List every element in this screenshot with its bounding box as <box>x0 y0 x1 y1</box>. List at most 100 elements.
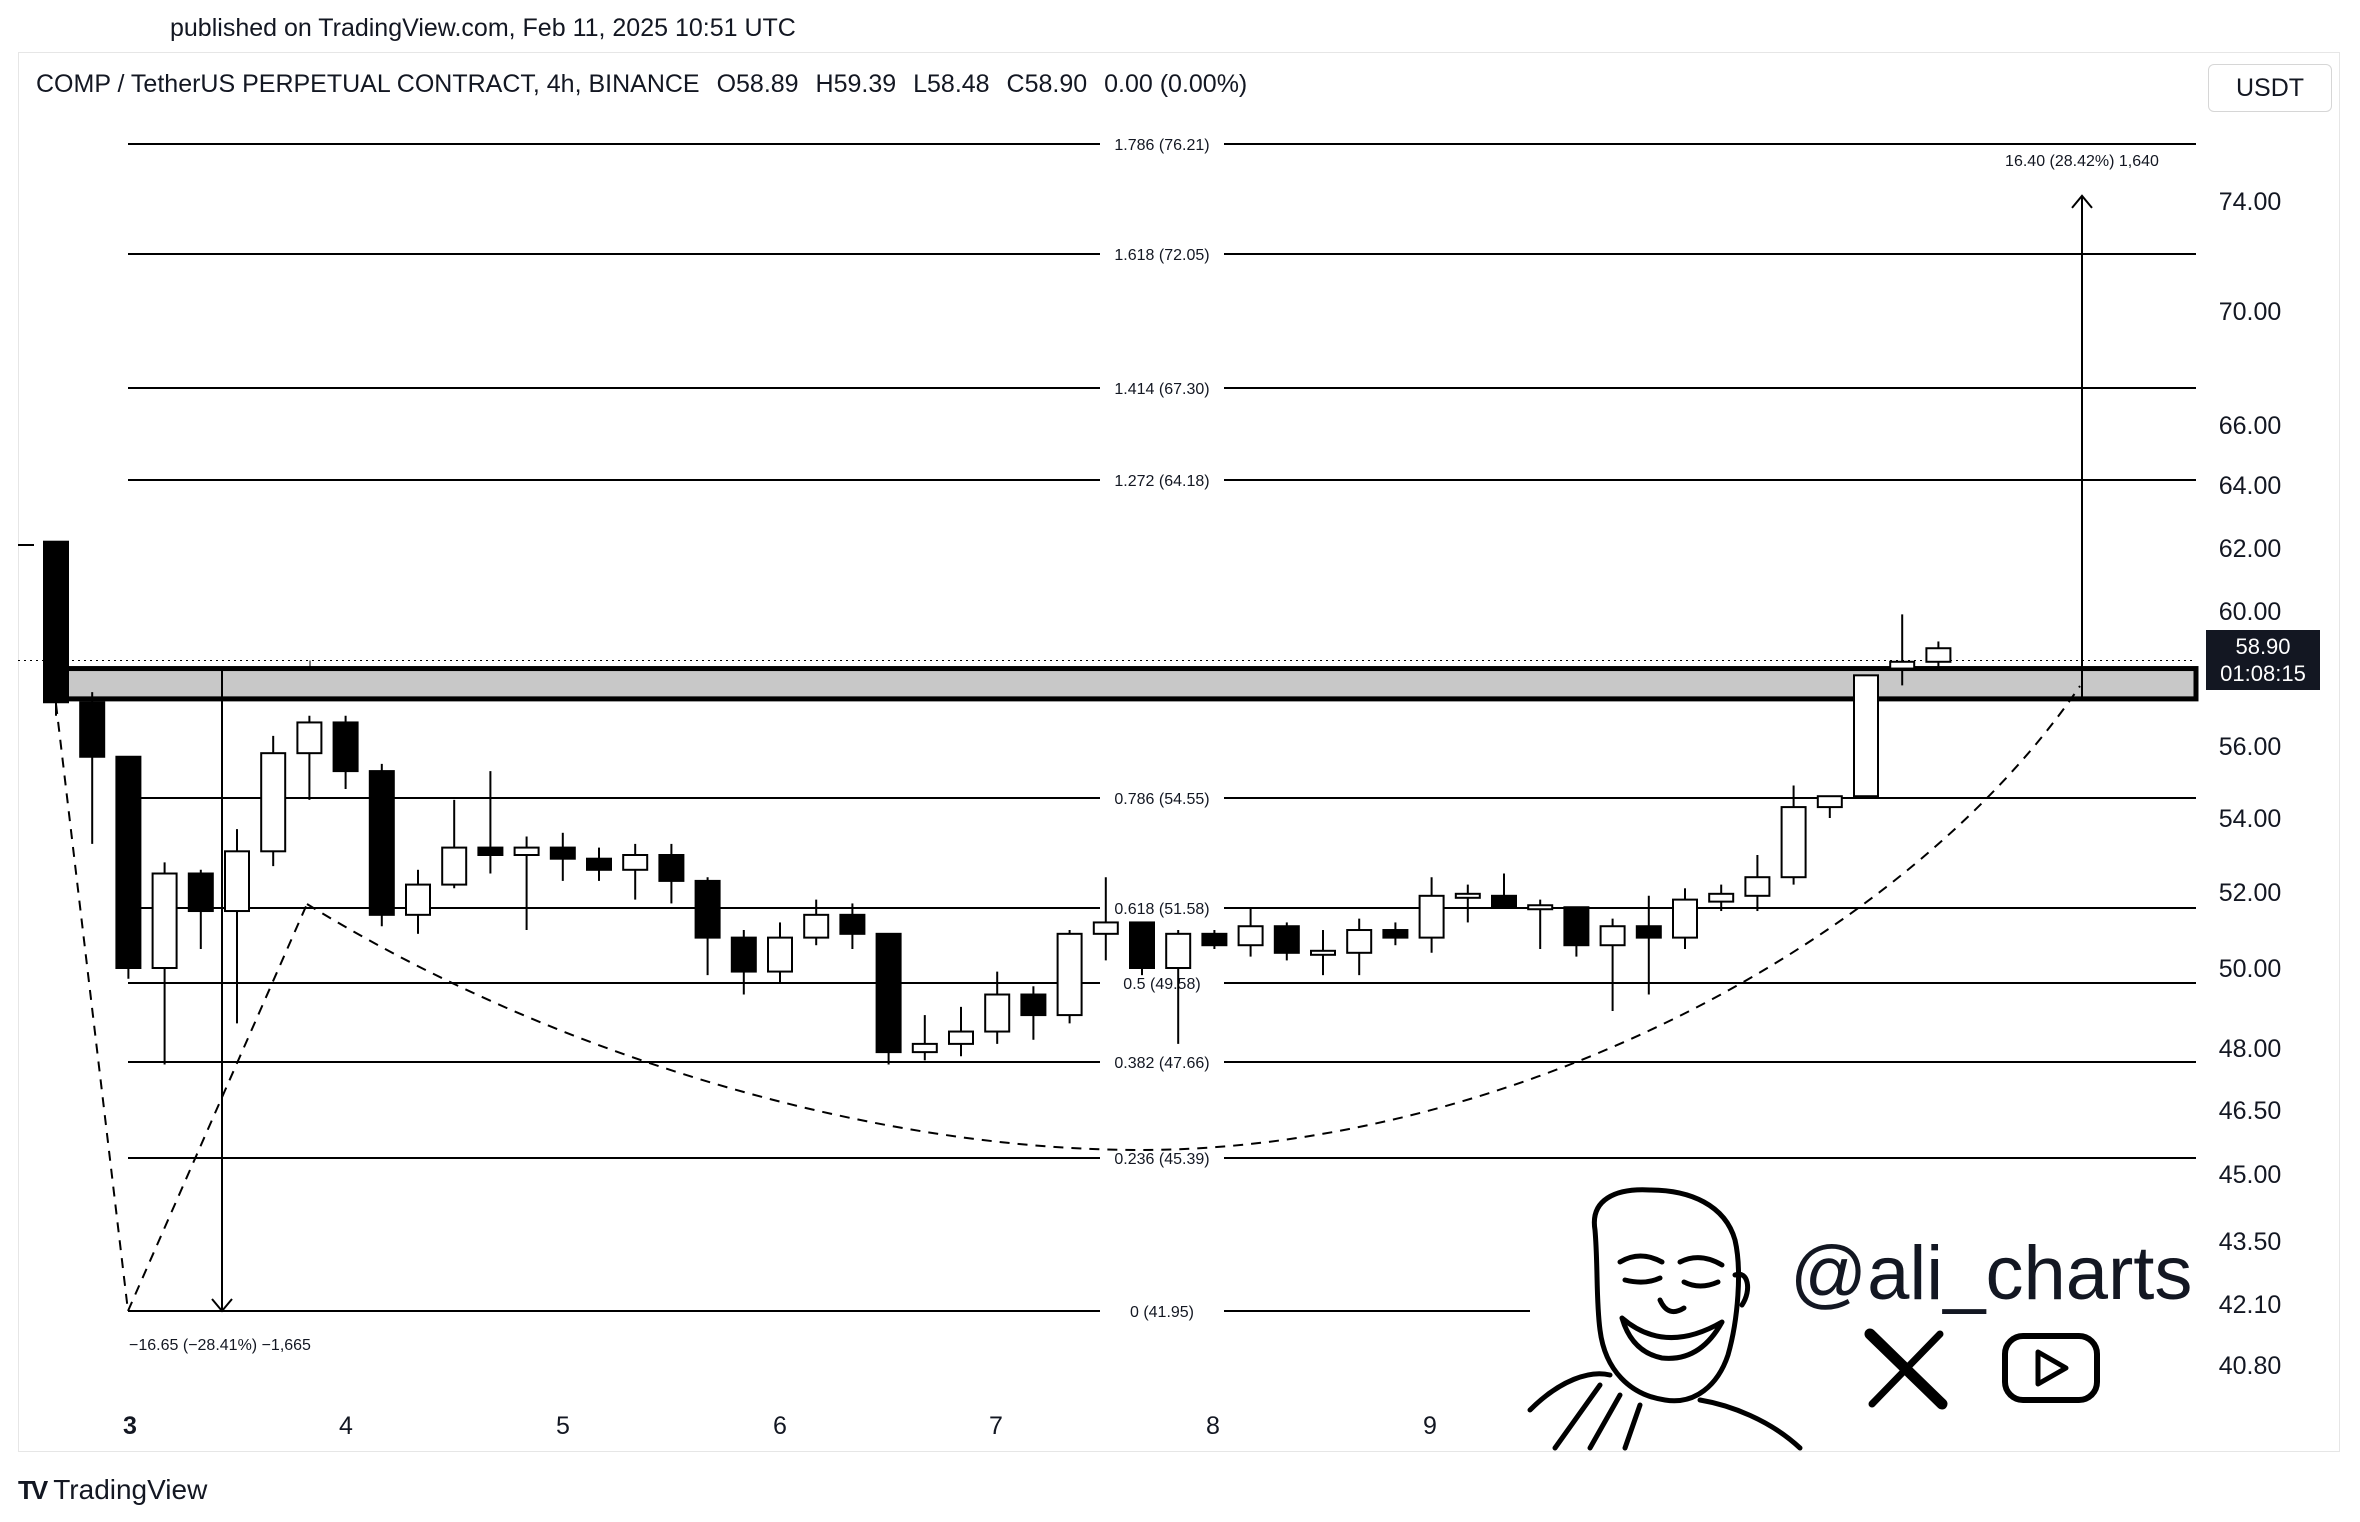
candle <box>1020 986 1047 1040</box>
meme-face-icon <box>1527 1187 1803 1451</box>
cup-curve <box>55 685 2081 1312</box>
published-caption: published on TradingView.com, Feb 11, 20… <box>170 14 796 42</box>
currency-selector[interactable]: USDT <box>2208 64 2332 112</box>
candle-body <box>1853 674 1879 798</box>
candle-body <box>513 846 540 856</box>
fib-label-bg <box>1100 378 1224 398</box>
candle-body <box>1454 892 1481 899</box>
candle-body <box>151 872 178 969</box>
candle <box>332 715 359 790</box>
candle-body <box>405 883 431 916</box>
fib-label-bg <box>1100 1148 1224 1168</box>
candle-body <box>1744 876 1771 897</box>
fib-label-bg <box>1100 244 1224 264</box>
ohlc-change: 0.00 (0.00%) <box>1104 70 1248 98</box>
x-tick-label: 6 <box>773 1412 787 1440</box>
candle-body <box>1780 806 1807 879</box>
x-logo-icon[interactable] <box>1864 1328 1948 1410</box>
fib-retracement: 1.786 (76.21) 1.618 (72.05) 1.414 (67.30) 1… <box>128 134 2196 1321</box>
candle <box>1273 922 1300 961</box>
candle <box>984 971 1011 1044</box>
y-tick-label: 60.00 <box>2219 598 2282 626</box>
tradingview-brand[interactable]: TV TradingView <box>18 1474 207 1506</box>
fib-label-bg <box>1100 788 1224 808</box>
candle-body <box>79 701 106 758</box>
candle-body <box>1527 904 1554 911</box>
y-tick-label: 42.10 <box>2219 1291 2282 1319</box>
candle <box>1816 795 1843 818</box>
candle-body <box>1382 929 1409 939</box>
candle-body <box>224 850 250 913</box>
candle-body <box>1708 892 1735 903</box>
candle-body <box>586 857 612 871</box>
currency-label: USDT <box>2235 73 2305 102</box>
candle <box>1201 930 1228 950</box>
y-tick-label: 70.00 <box>2219 298 2282 326</box>
brand-name: TradingView <box>53 1474 208 1505</box>
candle-body <box>477 846 504 856</box>
fib-label-bg <box>1100 1052 1224 1072</box>
candle-body <box>1273 925 1300 954</box>
candle <box>803 899 830 946</box>
candle <box>1889 614 1916 686</box>
candle <box>622 843 649 900</box>
candle-body <box>1020 993 1047 1017</box>
candle <box>79 692 106 844</box>
axes: 74.00 70.00 66.00 64.00 62.00 60.00 56.00 54.00… <box>123 188 2281 1440</box>
candle <box>1346 918 1373 976</box>
candle-body <box>187 872 214 913</box>
zone-rect <box>63 666 2199 702</box>
x-tick-label: 9 <box>1423 1412 1437 1440</box>
tradingview-logo-icon: TV <box>18 1474 48 1505</box>
candle <box>1092 877 1119 961</box>
candle <box>224 829 250 1024</box>
fib-label-bg <box>1100 1301 1224 1321</box>
candle-body <box>549 846 576 860</box>
candle-body <box>911 1042 938 1054</box>
x-tick-label: 4 <box>339 1412 353 1440</box>
fib-label: 0.786 (54.55) <box>1114 791 1209 808</box>
candle <box>1527 899 1554 950</box>
youtube-icon[interactable] <box>2002 1333 2100 1403</box>
candle <box>1925 641 1952 669</box>
measure-down-label: −16.65 (−28.41%) −1,665 <box>129 1337 311 1354</box>
candle-body <box>984 993 1011 1033</box>
candle <box>513 836 540 931</box>
candle <box>839 903 866 950</box>
candle-body <box>332 721 359 773</box>
candle-body <box>1129 921 1155 969</box>
candle-body <box>1672 898 1698 939</box>
candle <box>694 877 721 976</box>
fib-label: 1.618 (72.05) <box>1114 247 1209 264</box>
fib-label: 1.414 (67.30) <box>1114 381 1209 398</box>
fib-label: 1.786 (76.21) <box>1114 137 1209 154</box>
candle <box>187 869 214 950</box>
candle <box>1056 930 1083 1024</box>
candle <box>1418 877 1445 953</box>
candle-body <box>1599 925 1626 947</box>
candle <box>1454 884 1481 923</box>
ohlc-open: O58.89 <box>716 70 799 98</box>
candle-body <box>43 540 69 704</box>
candle <box>1237 907 1264 957</box>
symbol-title[interactable]: COMP / TetherUS PERPETUAL CONTRACT, 4h, … <box>36 70 700 98</box>
candle <box>1129 921 1155 976</box>
candle <box>875 932 902 1065</box>
y-tick-label: 43.50 <box>2219 1228 2282 1256</box>
candle-body <box>441 846 468 886</box>
candle <box>1310 930 1336 976</box>
y-tick-label: 56.00 <box>2219 733 2282 761</box>
candle <box>1491 873 1517 909</box>
candle <box>658 843 685 904</box>
x-tick-label: 5 <box>556 1412 570 1440</box>
y-tick-label: 50.00 <box>2219 955 2282 983</box>
fib-label: 1.272 (64.18) <box>1114 473 1209 490</box>
candle <box>1382 922 1409 946</box>
y-tick-label: 40.80 <box>2219 1352 2282 1380</box>
measure-up-label: 16.40 (28.42%) 1,640 <box>2005 153 2159 170</box>
candle <box>1599 918 1626 1011</box>
measure-tools: 16.40 (28.42%) 1,640 −16.65 (−28.41%) −1,… <box>128 153 2159 1354</box>
chart-header: COMP / TetherUS PERPETUAL CONTRACT, 4h, … <box>36 70 1257 99</box>
candle <box>441 799 468 889</box>
